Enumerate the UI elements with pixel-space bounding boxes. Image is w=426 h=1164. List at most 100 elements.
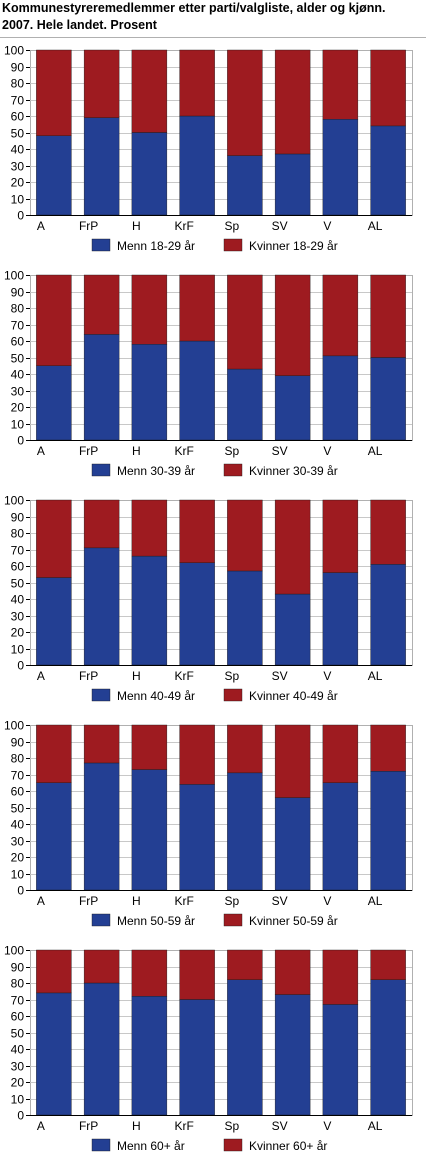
- title-divider: [0, 37, 426, 38]
- chart-4-category-label-krf: KrF: [174, 894, 193, 908]
- chart-4-legend-swatch-women: [223, 913, 243, 927]
- chart-1-bar-al-women: [370, 49, 406, 127]
- chart-4-ytick-label-100: 100: [4, 719, 24, 733]
- chart-5-legend-label-men: Menn 60+ år: [117, 1139, 185, 1153]
- chart-5-ytick-label-100: 100: [4, 944, 24, 958]
- chart-4-ytick-label-60: 60: [11, 785, 25, 799]
- chart-title: Kommunestyreremedlemmer etter parti/valg…: [0, 0, 426, 34]
- chart-1-bar-sv-women: [274, 49, 311, 155]
- chart-1-bar-a-women: [36, 49, 72, 137]
- chart-4-ytick-label-70: 70: [11, 769, 25, 783]
- chart-1-ytick-label-70: 70: [11, 94, 25, 108]
- chart-1-bar-krf-men: [179, 115, 215, 216]
- chart-1-category-label-h: H: [132, 219, 141, 233]
- chart-1-bar-sp-women: [227, 49, 263, 156]
- chart-4-bar-sv-men: [274, 797, 311, 891]
- chart-3-ytick-label-10: 10: [11, 643, 25, 657]
- chart-1-category-label-sp: Sp: [225, 219, 240, 233]
- chart-4-ytick-label-10: 10: [11, 868, 25, 882]
- chart-1-legend-swatch-men: [91, 238, 111, 252]
- chart-2-bar-v-women: [322, 274, 359, 357]
- chart-5-category-label-h: H: [132, 1119, 141, 1133]
- chart-1-bar-v-women: [322, 49, 359, 120]
- chart-3-ytick-label-40: 40: [11, 593, 25, 607]
- chart-5-bar-v-women: [322, 949, 359, 1005]
- chart-2-category-label-sv: SV: [272, 444, 288, 458]
- chart-3-bar-frp-women: [83, 499, 120, 549]
- chart-5-category-label-frp: FrP: [79, 1119, 98, 1133]
- chart-4-category-label-v: V: [323, 894, 331, 908]
- chart-5-ytick-label-30: 30: [11, 1060, 25, 1074]
- chart-3-ytick-label-80: 80: [11, 527, 25, 541]
- chart-5-category-label-krf: KrF: [174, 1119, 193, 1133]
- chart-3-category-label-al: AL: [368, 669, 383, 683]
- chart-3-bar-h-men: [131, 555, 168, 666]
- chart-2-legend-swatch-men: [91, 463, 111, 477]
- chart-5-bar-a-women: [36, 949, 72, 994]
- chart-2-ytick-label-100: 100: [4, 269, 24, 283]
- chart-1-ytick-label-90: 90: [11, 61, 25, 75]
- chart-2-category-label-sp: Sp: [225, 444, 240, 458]
- chart-2-category-label-krf: KrF: [174, 444, 193, 458]
- chart-2-ytick-label-40: 40: [11, 368, 25, 382]
- chart-5-category-label-sv: SV: [272, 1119, 288, 1133]
- chart-2-category-label-h: H: [132, 444, 141, 458]
- chart-2-bar-sp-men: [227, 368, 263, 441]
- chart-3-legend-label-men: Menn 40-49 år: [117, 689, 195, 703]
- chart-5-bar-h-men: [131, 996, 168, 1116]
- chart-3-category-label-sp: Sp: [225, 669, 240, 683]
- chart-3-bar-sp-women: [227, 499, 263, 572]
- chart-1-ytick-label-100: 100: [4, 44, 24, 58]
- chart-5-ytick-label-90: 90: [11, 961, 25, 975]
- chart-4-bar-h-men: [131, 769, 168, 891]
- chart-3-ytick-label-70: 70: [11, 544, 25, 558]
- chart-5-ytick-label-50: 50: [11, 1027, 25, 1041]
- chart-4-ytick-label-80: 80: [11, 752, 25, 766]
- chart-4-category-label-sp: Sp: [225, 894, 240, 908]
- chart-2-ytick-label-60: 60: [11, 335, 25, 349]
- chart-2-ytick-label-50: 50: [11, 352, 25, 366]
- chart-4-ytick-label-0: 0: [17, 884, 24, 898]
- chart-4-ytick-label-90: 90: [11, 736, 25, 750]
- chart-3-bar-sv-men: [274, 593, 311, 666]
- chart-5-category-label-v: V: [323, 1119, 331, 1133]
- chart-2-bar-sv-women: [274, 274, 311, 376]
- chart-3-bar-al-women: [370, 499, 406, 565]
- chart-2-ytick-label-90: 90: [11, 286, 25, 300]
- chart-4-bar-al-men: [370, 771, 406, 891]
- chart-1-ytick-label-40: 40: [11, 143, 25, 157]
- chart-1-legend-swatch-women: [223, 238, 243, 252]
- chart-4-bar-krf-men: [179, 784, 215, 891]
- chart-4-bar-al-women: [370, 724, 406, 772]
- chart-1-bar-v-men: [322, 119, 359, 216]
- chart-5-category-label-a: A: [37, 1119, 45, 1133]
- chart-2-bar-krf-women: [179, 274, 215, 342]
- chart-2-ytick-label-10: 10: [11, 418, 25, 432]
- chart-4-ytick-label-50: 50: [11, 802, 25, 816]
- chart-4-category-label-a: A: [37, 894, 45, 908]
- chart-1-ytick-label-60: 60: [11, 110, 25, 124]
- chart-3-category-label-h: H: [132, 669, 141, 683]
- chart-2-category-label-a: A: [37, 444, 45, 458]
- chart-1-bar-frp-men: [83, 117, 120, 216]
- chart-3-category-label-v: V: [323, 669, 331, 683]
- chart-5-legend-swatch-women: [223, 1138, 243, 1152]
- chart-5-ytick-label-0: 0: [17, 1109, 24, 1123]
- chart-5-bar-krf-women: [179, 949, 215, 1000]
- chart-3-ytick-label-20: 20: [11, 626, 25, 640]
- chart-3-legend-swatch-women: [223, 688, 243, 702]
- chart-5-ytick-label-60: 60: [11, 1010, 25, 1024]
- chart-4-legend-swatch-men: [91, 913, 111, 927]
- chart-2-bar-h-women: [131, 274, 168, 345]
- chart-1-bar-h-women: [131, 49, 168, 133]
- chart-2-bar-h-men: [131, 344, 168, 441]
- chart-5-bar-v-men: [322, 1004, 359, 1116]
- chart-5-bar-frp-women: [83, 949, 120, 984]
- chart-5-bar-al-women: [370, 949, 406, 980]
- chart-4-bar-sp-women: [227, 724, 263, 774]
- chart-4-bar-sv-women: [274, 724, 311, 798]
- chart-4-category-label-al: AL: [368, 894, 383, 908]
- chart-3-legend-swatch-men: [91, 688, 111, 702]
- chart-5-category-label-al: AL: [368, 1119, 383, 1133]
